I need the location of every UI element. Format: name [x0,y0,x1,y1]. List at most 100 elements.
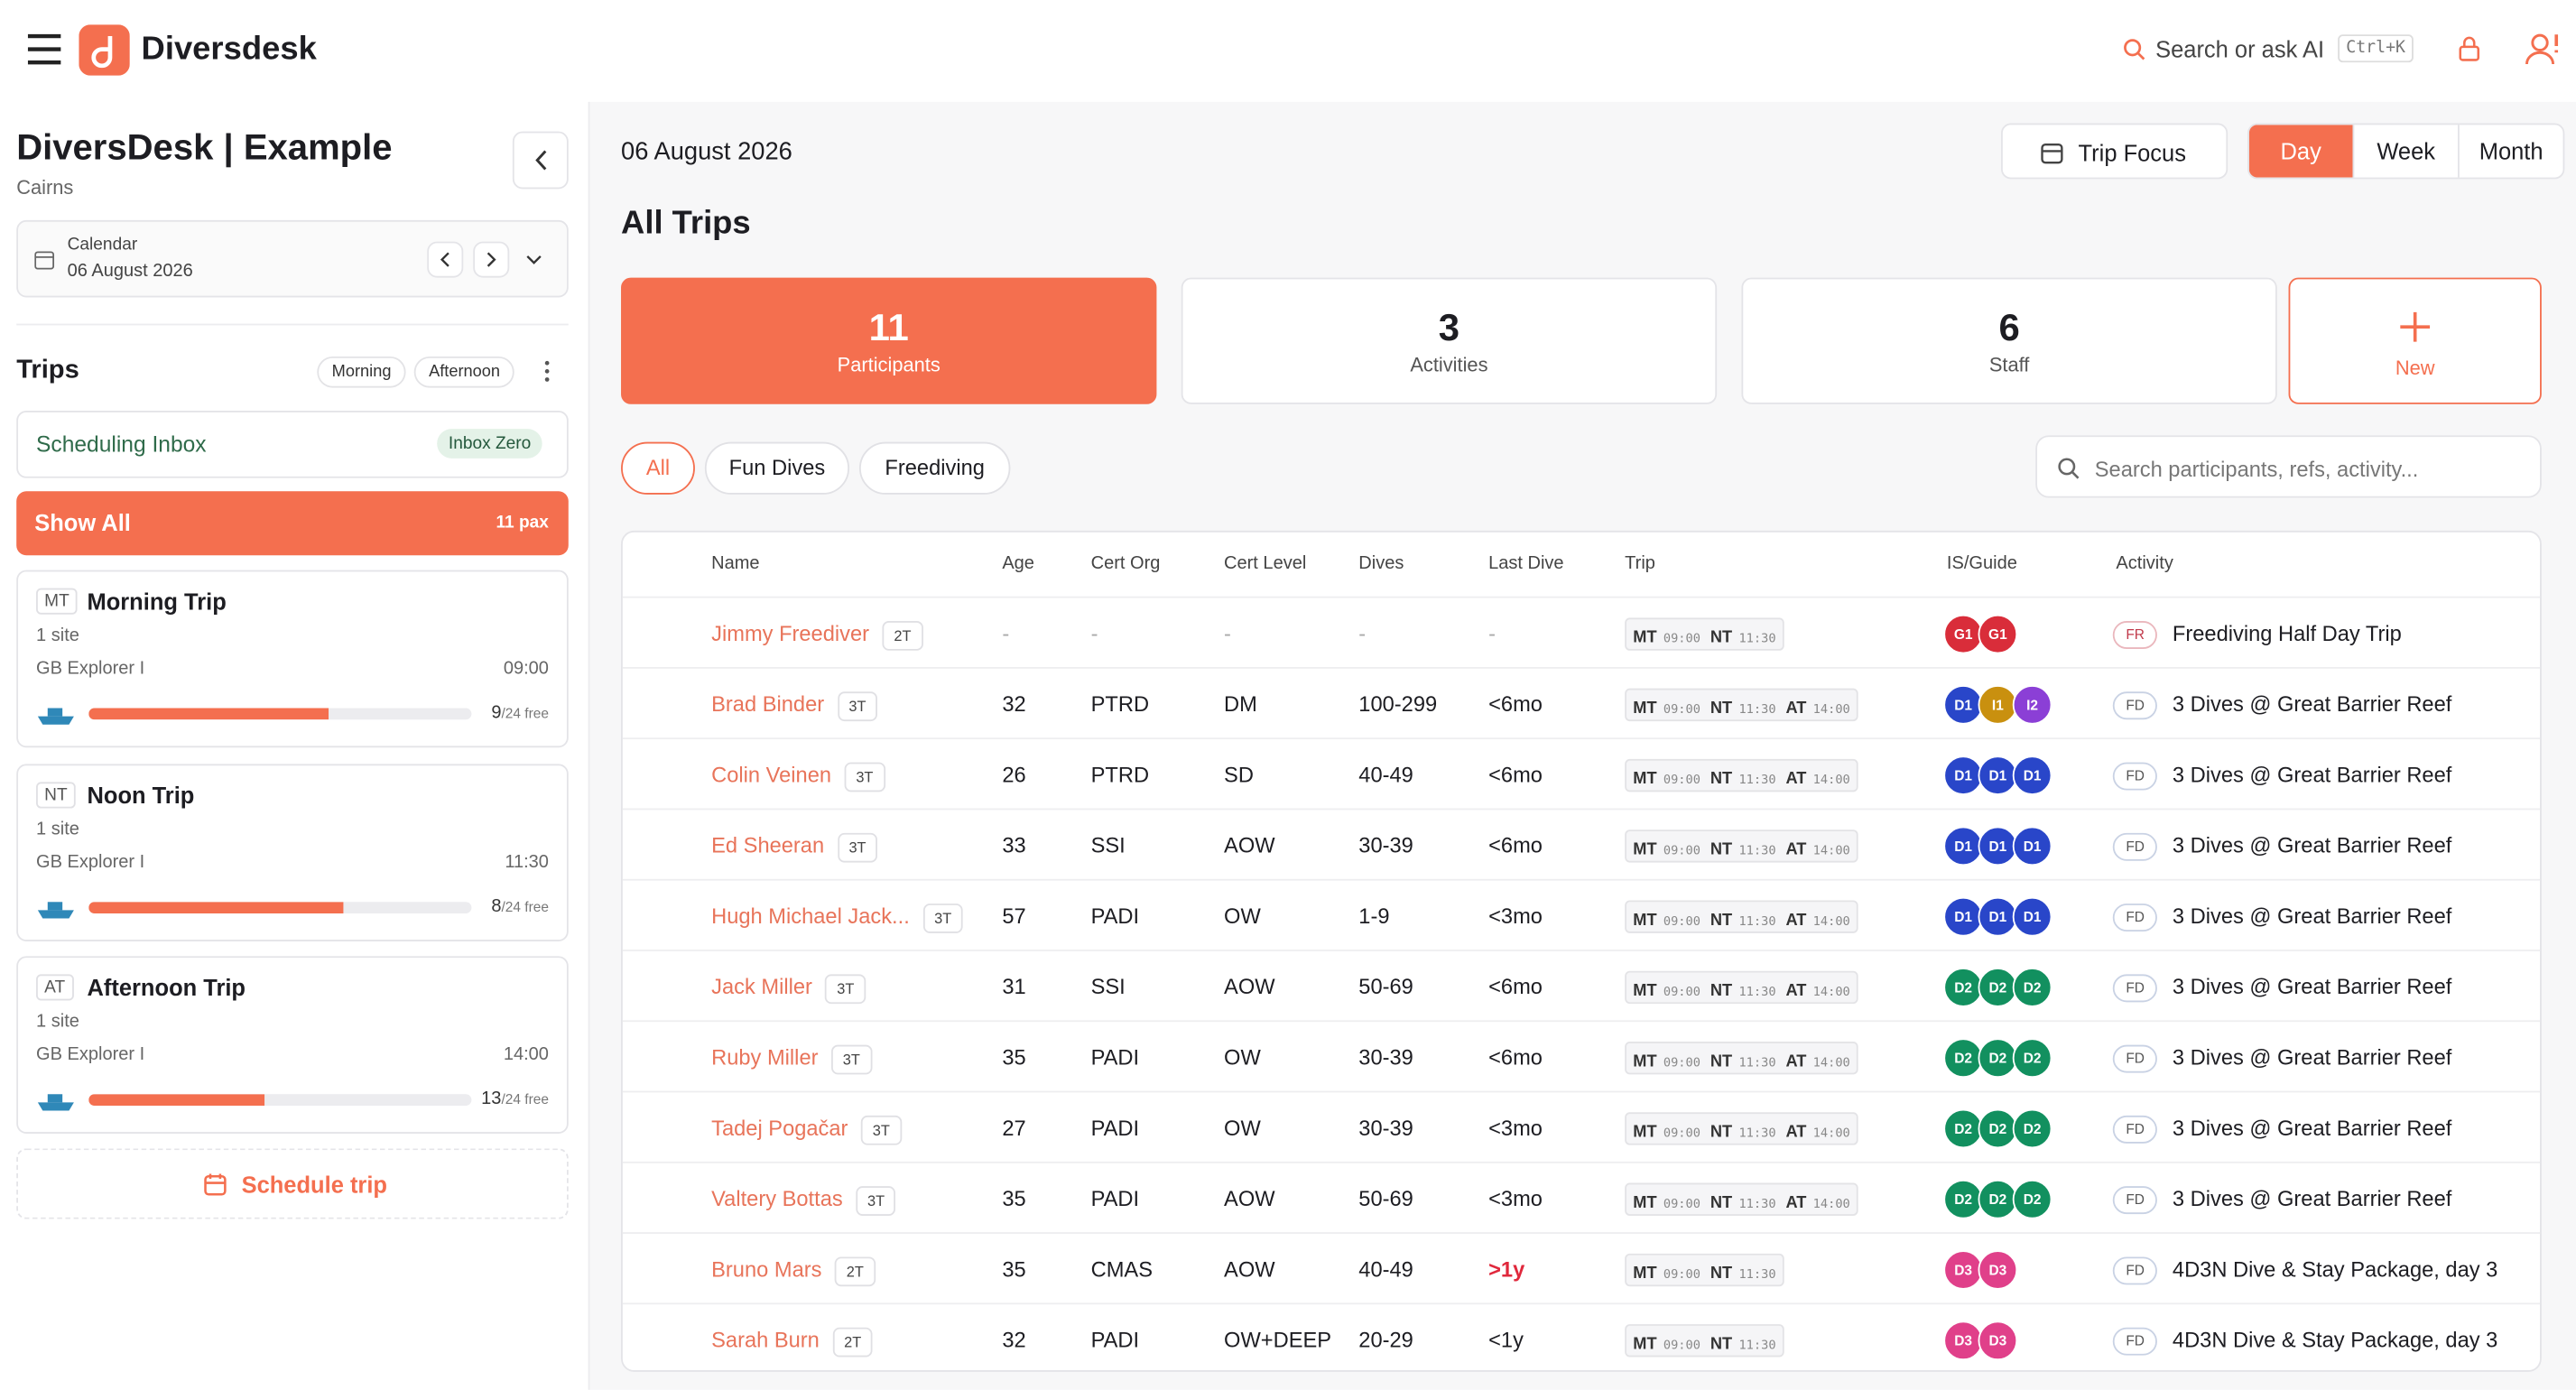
table-row[interactable]: Jack Miller 3T 31 SSI AOW 50-69 <6mo MT 09:00 NT 1… [622,950,2541,1022]
trip-card[interactable]: AT Afternoon Trip 1 site GB Explorer I 14:00… [16,956,569,1134]
filter-chip[interactable]: Afternoon [413,356,515,388]
location: Cairns [16,175,74,199]
guide-avatar: D1 [1943,896,1983,937]
table-row[interactable]: Tadej Pogačar 3T 27 PADI OW 30-39 <3mo MT 09:00 N… [622,1090,2541,1163]
trip-focus[interactable]: Trip Focus [2001,123,2229,180]
filter-tab[interactable]: All [621,441,695,495]
table-row[interactable]: Hugh Michael Jack... 3T 57 PADI OW 1-9 <3mo MT 0… [622,878,2541,951]
activity-code: FD [2112,1116,2158,1144]
activity-code: FD [2112,832,2158,861]
participant-name[interactable]: Hugh Michael Jack... [711,904,910,929]
show-all[interactable]: Show All 11 pax [16,491,569,556]
filter-chip[interactable]: Morning [317,356,406,388]
participant-name[interactable]: Ed Sheeran [711,832,825,858]
user-icon[interactable] [2525,32,2562,68]
trip-vessel: GB Explorer I [36,1044,145,1065]
view-option[interactable]: Week [2352,125,2458,178]
trip-slot: NT 11:30 [1710,1046,1776,1070]
prev-day[interactable] [427,241,464,278]
trip-card[interactable]: NT Noon Trip 1 site GB Explorer I 11:30 8/24 … [16,763,569,941]
last-cell: <6mo [1488,762,1543,787]
calendar-picker[interactable]: Calendar 06 August 2026 [16,219,569,298]
table-row[interactable]: Valtery Bottas 3T 35 PADI AOW 50-69 <3mo MT 09:0… [622,1161,2541,1234]
column-header: Cert Org [1090,553,1161,574]
name-cell: Hugh Michael Jack... 3T [711,881,963,951]
slot-code: MT [1633,1052,1657,1070]
level-cell: AOW [1224,1256,1275,1282]
participant-name[interactable]: Brad Binder [711,691,825,717]
logo[interactable] [79,24,130,76]
dives-cell: 40-49 [1358,762,1413,787]
dives-cell: 30-39 [1358,1115,1413,1141]
org-cell: - [1090,621,1098,646]
view-switch: Day Week Month [2247,123,2565,180]
stat-card[interactable]: 6 Staff [1741,277,2277,404]
more-menu[interactable] [542,360,552,383]
search-box[interactable]: Search participants, refs, activity... [2035,435,2542,498]
view-option[interactable]: Month [2458,125,2562,178]
participant-name[interactable]: Jimmy Freediver [711,621,870,646]
level-cell: OW [1224,1115,1261,1141]
guide-avatar: D2 [1978,968,2018,1007]
capacity: 9/24 free [491,703,549,723]
slot-time: 11:30 [1738,1336,1776,1352]
dives-cell: 50-69 [1358,1186,1413,1211]
filter-tab[interactable]: Fun Dives [704,441,850,495]
name-cell: Ed Sheeran 3T [711,810,878,880]
column-header: Trip [1625,553,1655,574]
table-row[interactable]: Sarah Burn 2T 32 PADI OW+DEEP 20-29 <1y MT 09:00… [622,1302,2541,1370]
column-header: Last Dive [1488,553,1564,574]
table-row[interactable]: Ed Sheeran 3T 33 SSI AOW 30-39 <6mo MT 09:00 NT 11… [622,808,2541,881]
activity-cell: FD 4D3N Dive & Stay Package, day 3 [2112,1234,2497,1304]
table-row[interactable]: Jimmy Freediver 2T - - - - - MT 09:00 NT 11:30 G1 G1… [622,596,2541,669]
slot-time: 09:00 [1663,1053,1700,1070]
table-row[interactable]: Bruno Mars 2T 35 CMAS AOW 40-49 >1y MT 09:00 NT 11… [622,1232,2541,1304]
participant-name[interactable]: Bruno Mars [711,1256,822,1282]
slot-time: 09:00 [1663,700,1700,716]
stat-card[interactable]: 11 Participants [621,277,1157,404]
dives-cell: 100-299 [1358,691,1438,717]
participant-name[interactable]: Colin Veinen [711,762,832,787]
slot-code: MT [1633,1334,1657,1353]
guide-avatar: D2 [2012,968,2052,1007]
last-cell: <1y [1488,1327,1524,1353]
view-option[interactable]: Day [2248,125,2353,178]
slot-code: AT [1785,1052,1807,1070]
table-row[interactable]: Brad Binder 3T 32 PTRD DM 100-299 <6mo MT 09:00 N… [622,667,2541,739]
org-cell: PTRD [1090,762,1150,787]
table-row[interactable]: Ruby Miller 3T 35 PADI OW 30-39 <6mo MT 09:00 NT 1… [622,1020,2541,1092]
trip-slot: MT 09:00 [1633,1329,1700,1353]
trip-name: Afternoon Trip [87,974,246,1001]
menu-icon[interactable] [26,32,62,65]
participant-name[interactable]: Valtery Bottas [711,1186,843,1211]
participant-name[interactable]: Ruby Miller [711,1044,819,1070]
filter-tab[interactable]: Freediving [858,441,1011,495]
activity-code: FD [2112,691,2158,720]
activity-name: 3 Dives @ Great Barrier Reef [2172,762,2452,787]
stat-card[interactable]: 3 Activities [1181,277,1718,404]
org-cell: PTRD [1090,691,1150,717]
participant-name[interactable]: Tadej Pogačar [711,1115,848,1141]
trip-card[interactable]: MT Morning Trip 1 site GB Explorer I 09:00 9/… [16,570,569,748]
trip-slots: MT 09:00 NT 11:30 AT 14:00 [1625,900,1858,933]
schedule-trip[interactable]: Schedule trip [16,1148,569,1219]
trip-count: 3T [922,903,963,933]
level-cell: DM [1224,691,1257,717]
expand[interactable] [524,250,544,270]
search-ai[interactable]: Search or ask AI [2155,36,2325,63]
capacity: 8/24 free [491,896,549,916]
collapse-button[interactable] [512,131,569,190]
slot-code: AT [1785,769,1807,788]
guide-avatar: D2 [1943,1108,1983,1149]
stat-value: 6 [1998,305,2020,348]
slot-time: 09:00 [1663,630,1700,645]
guide-avatar: D2 [1943,968,1983,1007]
table-row[interactable]: Colin Veinen 3T 26 PTRD SD 40-49 <6mo MT 09:00 NT… [622,737,2541,810]
new-button[interactable]: New [2288,277,2542,404]
lock-icon[interactable] [2458,36,2480,62]
participant-name[interactable]: Sarah Burn [711,1327,820,1353]
guide-avatar: D1 [1943,755,1983,795]
next-day[interactable] [473,241,510,278]
participant-name[interactable]: Jack Miller [711,974,812,999]
scheduling-inbox[interactable]: Scheduling Inbox Inbox Zero [16,411,569,478]
